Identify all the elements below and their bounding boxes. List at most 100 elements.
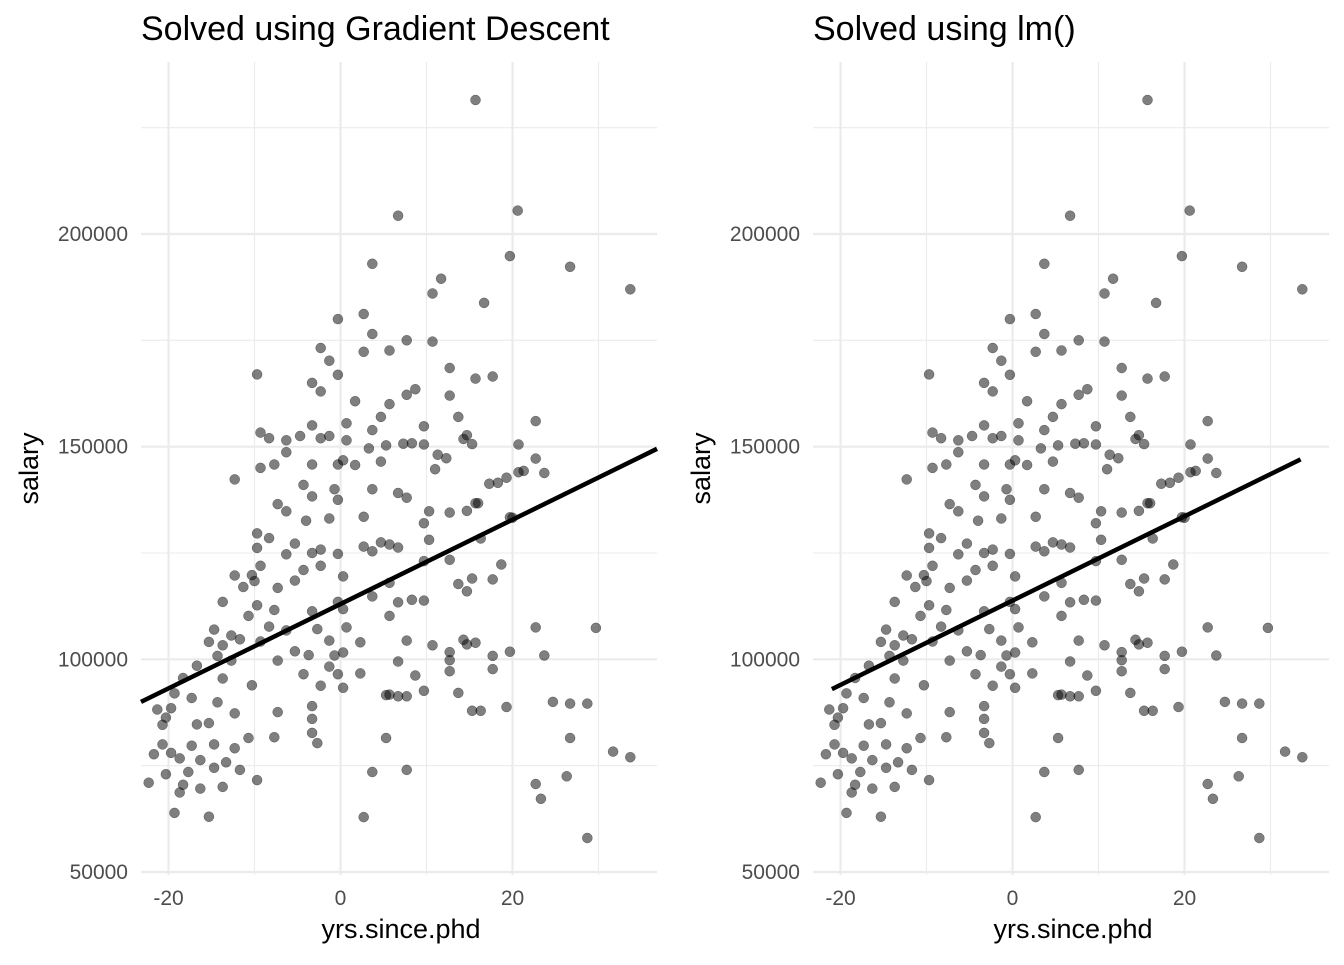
data-point bbox=[1156, 478, 1167, 489]
data-point bbox=[1095, 506, 1107, 517]
data-point bbox=[858, 692, 869, 704]
data-point bbox=[1052, 732, 1064, 744]
data-point bbox=[915, 610, 926, 622]
data-point bbox=[987, 560, 998, 572]
data-point bbox=[401, 764, 412, 776]
data-point bbox=[1056, 539, 1067, 550]
data-point bbox=[496, 559, 507, 570]
data-point bbox=[324, 355, 335, 366]
data-point bbox=[884, 697, 895, 708]
data-point bbox=[332, 548, 344, 560]
data-point bbox=[1219, 696, 1231, 708]
data-point bbox=[867, 754, 878, 766]
data-point bbox=[487, 574, 498, 585]
data-point bbox=[1159, 650, 1170, 662]
data-point bbox=[249, 575, 260, 587]
data-point bbox=[470, 637, 481, 648]
data-point bbox=[530, 622, 541, 633]
data-point bbox=[358, 308, 369, 320]
data-point bbox=[1125, 578, 1136, 590]
data-point bbox=[1133, 586, 1145, 597]
data-point bbox=[251, 369, 263, 380]
data-point bbox=[1030, 541, 1041, 552]
data-point bbox=[1138, 438, 1150, 450]
data-point bbox=[1064, 487, 1076, 499]
data-point bbox=[478, 297, 490, 309]
data-point bbox=[444, 665, 455, 677]
data-point bbox=[303, 649, 314, 661]
y-tick-label: 200000 bbox=[58, 223, 128, 246]
data-point bbox=[978, 377, 990, 389]
data-point bbox=[1009, 682, 1021, 694]
data-point bbox=[921, 575, 932, 587]
data-point bbox=[901, 474, 912, 485]
data-point bbox=[306, 459, 318, 470]
data-point bbox=[410, 383, 421, 395]
data-point bbox=[324, 513, 335, 524]
data-point bbox=[487, 663, 498, 675]
data-point bbox=[306, 727, 318, 739]
data-point bbox=[1099, 336, 1110, 347]
data-point bbox=[427, 336, 438, 347]
data-point bbox=[174, 787, 185, 798]
data-point bbox=[306, 700, 318, 712]
data-point bbox=[367, 591, 378, 602]
data-point bbox=[358, 541, 369, 552]
data-point bbox=[401, 635, 412, 646]
data-point bbox=[1211, 467, 1222, 479]
y-tick-label: 150000 bbox=[58, 436, 128, 459]
data-point bbox=[272, 706, 283, 718]
data-point bbox=[410, 670, 421, 681]
data-point bbox=[901, 570, 912, 581]
data-point bbox=[427, 288, 438, 299]
data-point bbox=[367, 328, 378, 340]
data-point bbox=[392, 691, 404, 702]
data-point bbox=[518, 465, 529, 477]
data-point bbox=[165, 747, 177, 759]
data-point bbox=[944, 582, 955, 594]
data-point bbox=[1082, 670, 1093, 681]
data-point bbox=[269, 459, 280, 470]
x-tick-label: 0 bbox=[1007, 887, 1019, 910]
data-point bbox=[444, 654, 455, 666]
data-point bbox=[561, 771, 572, 782]
data-point bbox=[978, 727, 990, 739]
data-point bbox=[530, 778, 541, 790]
data-point bbox=[312, 737, 323, 749]
data-point bbox=[466, 573, 478, 584]
data-point bbox=[1013, 418, 1024, 429]
data-point bbox=[1082, 383, 1093, 395]
data-point bbox=[1030, 308, 1041, 320]
data-point bbox=[978, 713, 990, 725]
data-point bbox=[1009, 571, 1021, 582]
data-point bbox=[281, 506, 292, 517]
data-point bbox=[169, 688, 180, 699]
data-point bbox=[889, 781, 900, 793]
grid-lines bbox=[813, 62, 1329, 875]
data-point bbox=[401, 389, 412, 401]
data-point bbox=[892, 757, 904, 768]
data-point bbox=[174, 753, 185, 764]
data-point bbox=[1190, 465, 1201, 477]
chart-title: Solved using lm() bbox=[813, 10, 1076, 48]
data-point bbox=[315, 432, 326, 444]
data-point bbox=[953, 549, 964, 560]
data-point bbox=[418, 595, 430, 606]
data-point bbox=[160, 768, 172, 780]
data-point bbox=[1064, 691, 1076, 702]
data-point bbox=[953, 435, 964, 446]
data-point bbox=[1236, 261, 1248, 273]
data-point bbox=[453, 578, 464, 590]
data-point bbox=[355, 637, 366, 648]
data-point bbox=[1173, 701, 1184, 713]
data-point bbox=[251, 542, 263, 554]
data-point bbox=[1027, 637, 1038, 648]
data-point bbox=[251, 600, 263, 611]
data-point bbox=[1078, 438, 1090, 449]
data-point bbox=[384, 345, 395, 356]
data-point bbox=[1047, 456, 1059, 467]
data-point bbox=[564, 732, 576, 744]
data-point bbox=[246, 680, 258, 691]
data-point bbox=[1236, 732, 1248, 744]
data-point bbox=[582, 698, 593, 709]
